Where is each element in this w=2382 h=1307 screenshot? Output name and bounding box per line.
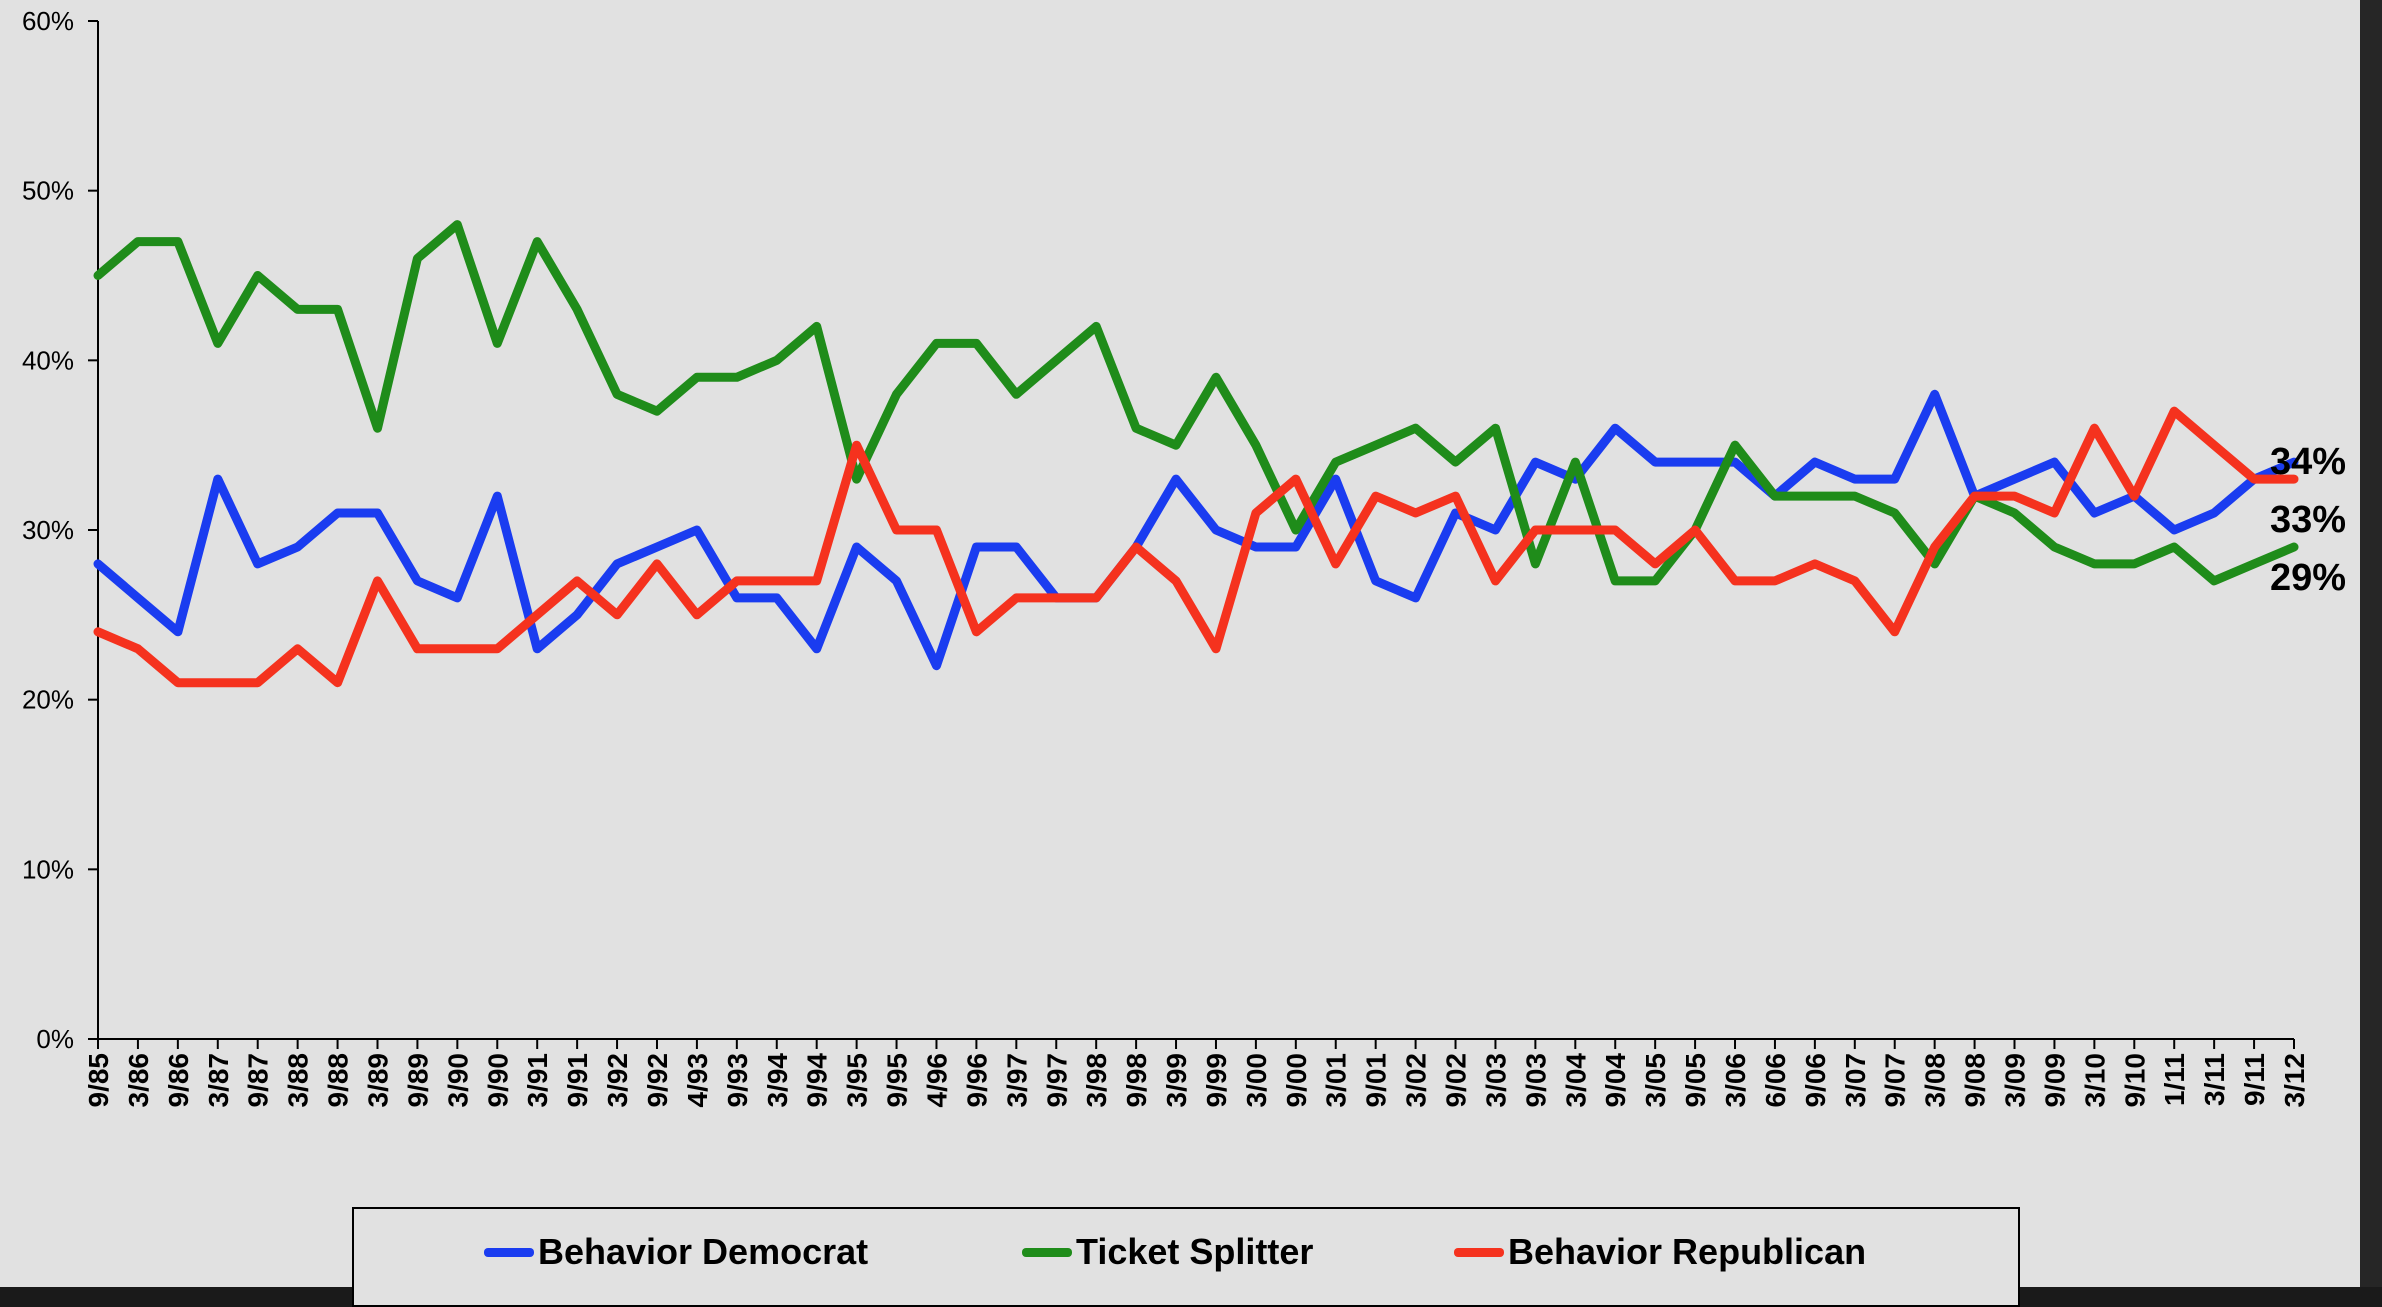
x-tick-label: 9/04 bbox=[1600, 1053, 1631, 1108]
x-tick-label: 3/12 bbox=[2279, 1053, 2310, 1108]
x-tick-label: 6/06 bbox=[1760, 1053, 1791, 1108]
x-tick-label: 9/09 bbox=[2039, 1053, 2070, 1108]
end-label-behavior-republican: 33% bbox=[2270, 499, 2346, 541]
series-line-behavior-democrat bbox=[93, 389, 2299, 671]
x-tick-label: 9/11 bbox=[2239, 1053, 2270, 1106]
series-line-ticket-splitter bbox=[93, 220, 2299, 586]
x-tick-label: 9/05 bbox=[1680, 1053, 1711, 1108]
x-tick-label: 9/10 bbox=[2119, 1053, 2150, 1108]
x-tick-label: 9/91 bbox=[562, 1053, 593, 1108]
x-tick-label: 9/03 bbox=[1520, 1053, 1551, 1108]
series-line-behavior-republican bbox=[93, 406, 2299, 688]
x-tick-label: 3/09 bbox=[2000, 1053, 2031, 1108]
legend-item-democrat: Behavior Democrat bbox=[484, 1231, 868, 1273]
x-tick-label: 9/90 bbox=[482, 1053, 513, 1108]
end-label-ticket-splitter: 29% bbox=[2270, 557, 2346, 599]
x-tick-label: 9/02 bbox=[1441, 1053, 1472, 1108]
legend-swatch-republican bbox=[1454, 1247, 1504, 1257]
x-tick-label: 1/11 bbox=[2159, 1053, 2190, 1106]
x-tick-label: 4/93 bbox=[682, 1053, 713, 1108]
y-tick-label: 10% bbox=[22, 854, 74, 884]
legend-item-republican: Behavior Republican bbox=[1454, 1231, 1866, 1273]
x-tick-label: 9/93 bbox=[722, 1053, 753, 1108]
y-axis: 0% 10% 20% 30% 40% 50% 60% bbox=[22, 6, 99, 1054]
legend-swatch-ticket-splitter bbox=[1022, 1247, 1072, 1257]
x-tick-label: 3/88 bbox=[283, 1053, 314, 1108]
x-tick-label: 9/86 bbox=[163, 1053, 194, 1108]
x-tick-label: 3/11 bbox=[2199, 1053, 2230, 1106]
x-tick-label: 9/07 bbox=[1880, 1053, 1911, 1108]
x-tick-label: 9/92 bbox=[642, 1053, 673, 1108]
x-tick-label: 3/02 bbox=[1401, 1053, 1432, 1108]
x-tick-label: 9/88 bbox=[323, 1053, 354, 1108]
legend-label-democrat: Behavior Democrat bbox=[538, 1231, 869, 1272]
x-tick-label: 9/96 bbox=[961, 1053, 992, 1108]
x-tick-label: 3/97 bbox=[1001, 1053, 1032, 1108]
x-tick-label: 3/08 bbox=[1920, 1053, 1951, 1108]
legend: Behavior Democrat Ticket Splitter Behavi… bbox=[352, 1207, 2020, 1307]
x-tick-label: 3/86 bbox=[123, 1053, 154, 1108]
x-tick-label: 3/94 bbox=[762, 1053, 793, 1108]
x-tick-label: 3/07 bbox=[1840, 1053, 1871, 1108]
y-tick-label: 20% bbox=[22, 685, 74, 715]
x-tick-label: 9/94 bbox=[802, 1053, 833, 1108]
legend-item-ticket-splitter: Ticket Splitter bbox=[1022, 1231, 1313, 1273]
end-labels: 34% 29% 33% bbox=[2270, 441, 2346, 599]
legend-label-ticket-splitter: Ticket Splitter bbox=[1076, 1231, 1314, 1272]
x-tick-label: 9/97 bbox=[1041, 1053, 1072, 1108]
y-tick-label: 50% bbox=[22, 176, 74, 206]
x-tick-label: 9/95 bbox=[882, 1053, 913, 1108]
x-tick-label: 4/96 bbox=[921, 1053, 952, 1108]
y-tick-label: 30% bbox=[22, 515, 74, 545]
x-tick-label: 9/89 bbox=[402, 1053, 433, 1108]
x-tick-label: 3/99 bbox=[1161, 1053, 1192, 1108]
x-tick-label: 9/85 bbox=[83, 1053, 114, 1108]
x-tick-label: 3/91 bbox=[522, 1053, 553, 1108]
legend-label-republican: Behavior Republican bbox=[1508, 1231, 1867, 1272]
x-tick-label: 3/04 bbox=[1560, 1053, 1591, 1108]
x-tick-label: 3/03 bbox=[1480, 1053, 1511, 1108]
x-tick-label: 9/98 bbox=[1121, 1053, 1152, 1108]
x-tick-label: 9/00 bbox=[1281, 1053, 1312, 1108]
x-tick-label: 3/00 bbox=[1241, 1053, 1272, 1108]
legend-swatch-democrat bbox=[484, 1247, 534, 1257]
x-tick-label: 3/98 bbox=[1081, 1053, 1112, 1108]
line-chart: 0%10%20%30%40%50%60% 9/85 3/86 9/86 3/87 9/8… bbox=[22, 6, 2346, 1108]
x-tick-label: 3/92 bbox=[602, 1053, 633, 1108]
x-tick-label: 9/99 bbox=[1201, 1053, 1232, 1108]
x-axis: 9/85 3/86 9/86 3/87 9/87 3/88 9/88 3/89 9/89 3/90… bbox=[83, 1038, 2310, 1108]
slide-edge bbox=[2360, 0, 2382, 1287]
y-tick-label: 60% bbox=[22, 6, 74, 36]
x-tick-label: 9/01 bbox=[1361, 1053, 1392, 1108]
y-tick-label: 40% bbox=[22, 345, 74, 375]
x-tick-label: 3/10 bbox=[2079, 1053, 2110, 1108]
x-tick-label: 3/90 bbox=[442, 1053, 473, 1108]
series-lines bbox=[93, 220, 2299, 688]
x-tick-label: 9/08 bbox=[1960, 1053, 1991, 1108]
x-tick-label: 3/01 bbox=[1321, 1053, 1352, 1108]
x-tick-label: 3/87 bbox=[203, 1053, 234, 1108]
y-tick-label: 0% bbox=[36, 1024, 74, 1054]
x-tick-label: 3/05 bbox=[1640, 1053, 1671, 1108]
x-tick-label: 3/95 bbox=[842, 1053, 873, 1108]
x-tick-label: 3/06 bbox=[1720, 1053, 1751, 1108]
x-tick-label: 9/87 bbox=[243, 1053, 274, 1108]
x-tick-label: 9/06 bbox=[1800, 1053, 1831, 1108]
end-label-behavior-democrat: 34% bbox=[2270, 441, 2346, 483]
x-tick-label: 3/89 bbox=[362, 1053, 393, 1108]
